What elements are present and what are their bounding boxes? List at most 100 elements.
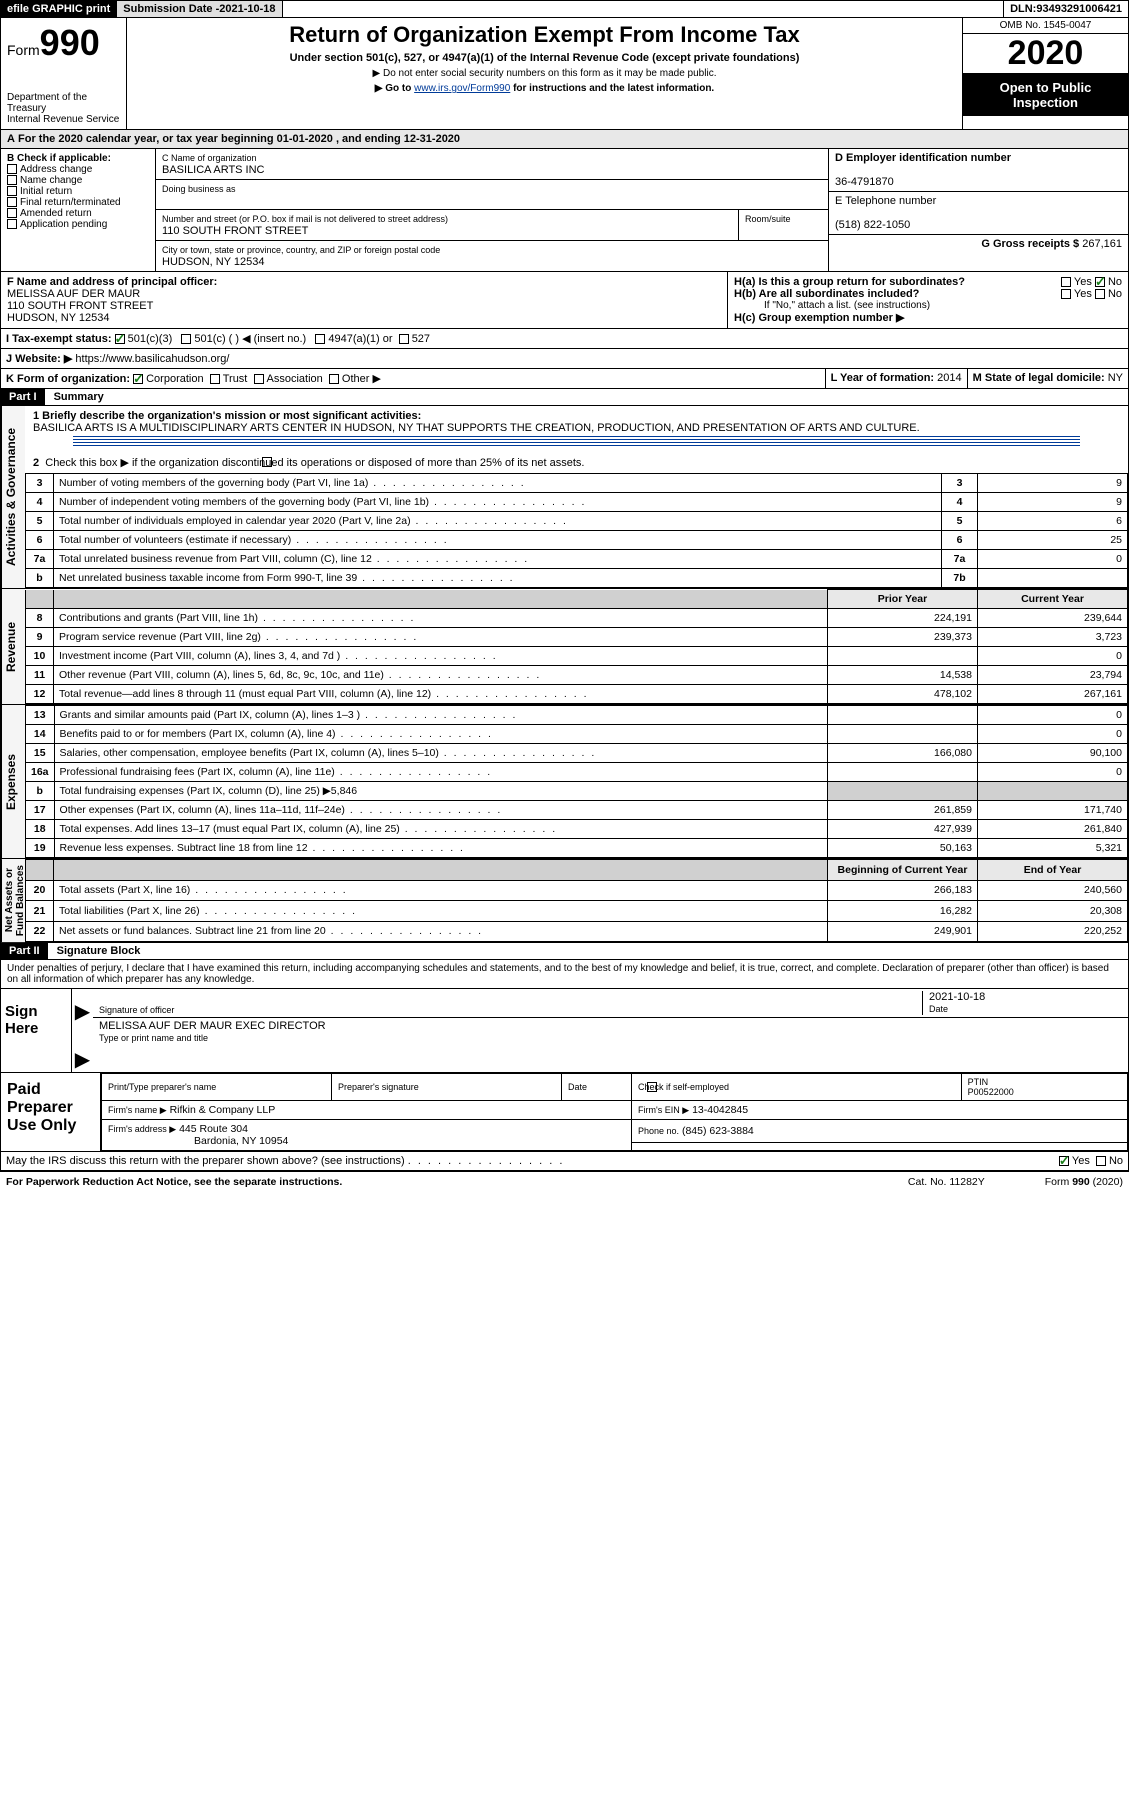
- sign-here-label: Sign Here: [1, 989, 71, 1072]
- col-b-header: B Check if applicable:: [7, 153, 111, 164]
- irs-link[interactable]: www.irs.gov/Form990: [414, 83, 510, 94]
- tax-exempt-label: I Tax-exempt status:: [6, 333, 112, 345]
- line-j: J Website: ▶ https://www.basilicahudson.…: [1, 349, 234, 368]
- opt-527: 527: [412, 333, 430, 345]
- h-c: H(c) Group exemption number ▶: [734, 312, 904, 324]
- side-activities: Activities & Governance: [1, 406, 25, 588]
- opt-501c: 501(c) ( ) ◀ (insert no.): [194, 333, 306, 345]
- dln-label: DLN:: [1010, 3, 1036, 15]
- prep-sig-label: Preparer's signature: [332, 1074, 562, 1101]
- city-label: City or town, state or province, country…: [162, 245, 440, 255]
- form-title: Return of Organization Exempt From Incom…: [133, 22, 956, 48]
- submission-date: Submission Date - 2021-10-18: [117, 1, 282, 17]
- paid-preparer-label: Paid Preparer Use Only: [1, 1073, 101, 1151]
- line-k: K Form of organization: Corporation Trus…: [1, 369, 825, 388]
- year-formation-label: L Year of formation:: [831, 372, 938, 384]
- q1-label: 1 Briefly describe the organization's mi…: [33, 410, 421, 422]
- firm-addr-label: Firm's address ▶: [108, 1124, 176, 1134]
- page-footer: For Paperwork Reduction Act Notice, see …: [0, 1171, 1129, 1192]
- dln-value: 93493291006421: [1036, 3, 1122, 15]
- prep-name-label: Print/Type preparer's name: [102, 1074, 332, 1101]
- officer-label: F Name and address of principal officer:: [7, 276, 217, 288]
- cat-number: Cat. No. 11282Y: [908, 1176, 985, 1188]
- firm-name-label: Firm's name ▶: [108, 1105, 167, 1115]
- h-a: H(a) Is this a group return for subordin…: [734, 276, 965, 288]
- ein-value: 36-4791870: [835, 176, 894, 188]
- form-id-box: Form990 Department of the Treasury Inter…: [1, 18, 126, 129]
- ein-label: D Employer identification number: [835, 152, 1011, 164]
- form-subtitle: Under section 501(c), 527, or 4947(a)(1)…: [133, 52, 956, 64]
- q2-text: Check this box ▶ if the organization dis…: [45, 457, 584, 469]
- check-final-return: Final return/terminated: [20, 197, 121, 208]
- part1-bar: Part I: [1, 389, 45, 405]
- efile-label: efile GRAPHIC print: [1, 1, 117, 17]
- discuss-line: May the IRS discuss this return with the…: [1, 1152, 1054, 1170]
- year-box: OMB No. 1545-0047 2020 Open to Public In…: [963, 18, 1128, 129]
- org-other: Other ▶: [342, 373, 381, 385]
- printed-name-label: Type or print name and title: [99, 1033, 208, 1043]
- perjury-declaration: Under penalties of perjury, I declare th…: [1, 960, 1128, 989]
- col-c: C Name of organization BASILICA ARTS INC…: [156, 149, 828, 271]
- line-m: M State of legal domicile: NY: [967, 369, 1128, 388]
- expenses-table: 13Grants and similar amounts paid (Part …: [25, 705, 1128, 858]
- instr-line-2-post: for instructions and the latest informat…: [513, 83, 714, 94]
- tel-label: E Telephone number: [835, 195, 936, 207]
- h-b: H(b) Are all subordinates included?: [734, 288, 919, 300]
- gross-label: G Gross receipts $: [981, 238, 1082, 250]
- check-amended: Amended return: [20, 208, 92, 219]
- firm-ein: 13-4042845: [692, 1104, 748, 1116]
- col-d: D Employer identification number 36-4791…: [828, 149, 1128, 271]
- ptin-value: P00522000: [968, 1087, 1014, 1097]
- firm-name: Rifkin & Company LLP: [170, 1104, 276, 1116]
- dba-label: Doing business as: [162, 184, 236, 194]
- omb-number: OMB No. 1545-0047: [963, 18, 1128, 34]
- line-f: F Name and address of principal officer:…: [1, 272, 728, 328]
- sign-arrow-icon: ▶▶: [71, 989, 93, 1072]
- tel-value: (518) 822-1050: [835, 219, 910, 231]
- phone-label: Phone no.: [638, 1126, 679, 1136]
- line-h: H(a) Is this a group return for subordin…: [728, 272, 1128, 328]
- preparer-table: Print/Type preparer's name Preparer's si…: [101, 1073, 1128, 1151]
- revenue-table: Prior YearCurrent Year8Contributions and…: [25, 589, 1128, 704]
- opt-4947: 4947(a)(1) or: [328, 333, 392, 345]
- form-title-box: Return of Organization Exempt From Incom…: [126, 18, 963, 129]
- firm-ein-label: Firm's EIN ▶: [638, 1105, 689, 1115]
- website-label: J Website: ▶: [6, 353, 75, 365]
- prep-date-label: Date: [562, 1074, 632, 1101]
- officer-addr2: HUDSON, NY 12534: [7, 312, 110, 324]
- org-name-label: C Name of organization: [162, 153, 257, 163]
- side-expenses: Expenses: [1, 705, 25, 858]
- city-value: HUDSON, NY 12534: [162, 256, 265, 268]
- instr-line-2-pre: ▶ Go to: [375, 83, 414, 94]
- org-assoc: Association: [267, 373, 323, 385]
- h-no-note: If "No," attach a list. (see instruction…: [734, 300, 1122, 311]
- sign-block: Sign Here ▶▶ Signature of officer 2021-1…: [1, 989, 1128, 1073]
- col-b: B Check if applicable: Address change Na…: [1, 149, 156, 271]
- check-application-pending: Application pending: [20, 219, 107, 230]
- line-l: L Year of formation: 2014: [825, 369, 967, 388]
- form-number: 990: [40, 22, 100, 63]
- officer-addr1: 110 SOUTH FRONT STREET: [7, 300, 153, 312]
- check-name-change: Name change: [20, 175, 82, 186]
- phone-value: (845) 623-3884: [682, 1125, 754, 1137]
- ptin-label: PTIN: [968, 1077, 989, 1087]
- dept-label: Department of the Treasury Internal Reve…: [7, 92, 120, 125]
- side-net: Net Assets or Fund Balances: [1, 859, 25, 942]
- year-formation: 2014: [937, 372, 961, 384]
- form-label: Form: [7, 42, 40, 58]
- submission-value: 2021-10-18: [219, 3, 275, 15]
- gross-value: 267,161: [1082, 238, 1122, 250]
- check-initial-return: Initial return: [20, 186, 72, 197]
- opt-501c3: 501(c)(3): [128, 333, 173, 345]
- website-url: https://www.basilicahudson.org/: [75, 353, 229, 365]
- part2-bar: Part II: [1, 943, 48, 959]
- officer-printed-name: MELISSA AUF DER MAUR EXEC DIRECTOR: [99, 1020, 326, 1032]
- part1-title: Summary: [48, 391, 104, 403]
- part2-header: Part II Signature Block: [1, 942, 1128, 960]
- discuss-text: May the IRS discuss this return with the…: [6, 1155, 405, 1167]
- line-a-text: For the 2020 calendar year, or tax year …: [18, 133, 460, 145]
- sign-date: 2021-10-18: [929, 991, 985, 1003]
- org-name: BASILICA ARTS INC: [162, 164, 265, 176]
- firm-addr2: Bardonia, NY 10954: [108, 1135, 288, 1147]
- tax-year: 2020: [963, 34, 1128, 74]
